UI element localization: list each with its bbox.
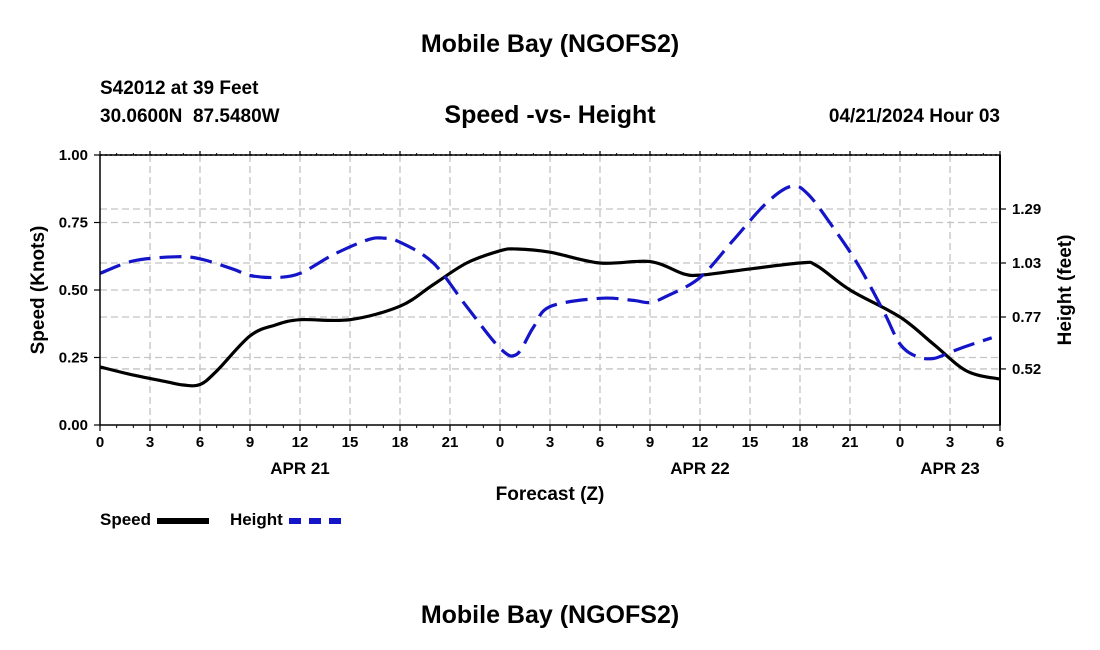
y-right-tick-label: 0.77	[1012, 309, 1041, 326]
date-label: APR 21	[270, 459, 330, 478]
x-tick-label: 3	[146, 434, 154, 451]
x-tick-label: 21	[442, 434, 459, 451]
legend: Speed Height	[100, 510, 342, 530]
chart-title: Speed -vs- Height	[444, 101, 656, 129]
x-tick-label: 18	[392, 434, 409, 451]
x-tick-label: 15	[742, 434, 759, 451]
x-tick-label: 21	[842, 434, 859, 451]
x-tick-label: 15	[342, 434, 359, 451]
bottom-title: Mobile Bay (NGOFS2)	[420, 601, 680, 629]
datetime-label: 04/21/2024 Hour 03	[828, 106, 1000, 127]
y-left-tick-label: 1.00	[59, 147, 88, 164]
axes-layer: 0 3 6 9 12 15 18 21 0 3 6 9 12 15 18 21 0 3 6 APR 21 APR 22 A…	[59, 147, 1041, 478]
top-title: Mobile Bay (NGOFS2)	[420, 30, 680, 58]
legend-height-label: Height	[229, 510, 283, 529]
left-axis-title: Speed (Knots)	[28, 226, 49, 355]
x-axis-title: Forecast (Z)	[496, 484, 605, 505]
x-tick-label: 6	[196, 434, 204, 451]
series-layer	[99, 184, 1001, 388]
y-left-tick-label: 0.00	[59, 417, 88, 434]
x-tick-label: 6	[996, 434, 1004, 451]
right-axis-title: Height (feet)	[1055, 235, 1076, 346]
x-tick-label: 0	[496, 434, 504, 451]
y-left-tick-label: 0.25	[59, 350, 88, 367]
x-tick-label: 12	[692, 434, 709, 451]
date-label: APR 23	[920, 459, 980, 478]
legend-speed-label: Speed	[100, 510, 152, 529]
series-line-speed	[99, 247, 1001, 388]
y-right-tick-label: 0.52	[1012, 361, 1041, 378]
x-tick-label: 12	[292, 434, 309, 451]
station-line: S42012 at 39 Feet	[100, 78, 259, 99]
x-tick-label: 9	[246, 434, 254, 451]
x-tick-label: 0	[896, 434, 904, 451]
date-label: APR 22	[670, 459, 730, 478]
coords-line: 30.0600N 87.5480W	[100, 106, 280, 127]
x-tick-label: 6	[596, 434, 604, 451]
legend-speed-swatch	[157, 517, 210, 524]
y-right-tick-label: 1.03	[1012, 255, 1041, 272]
y-left-tick-label: 0.50	[59, 282, 88, 299]
x-tick-label: 0	[96, 434, 104, 451]
x-tick-label: 18	[792, 434, 809, 451]
y-right-tick-label: 1.29	[1012, 201, 1041, 218]
x-tick-label: 3	[546, 434, 554, 451]
x-tick-label: 3	[946, 434, 954, 451]
x-tick-label: 9	[646, 434, 654, 451]
series-line-height	[99, 184, 993, 361]
legend-height-swatch	[289, 517, 342, 524]
grid-lines	[100, 154, 1000, 425]
y-left-tick-label: 0.75	[59, 215, 88, 232]
